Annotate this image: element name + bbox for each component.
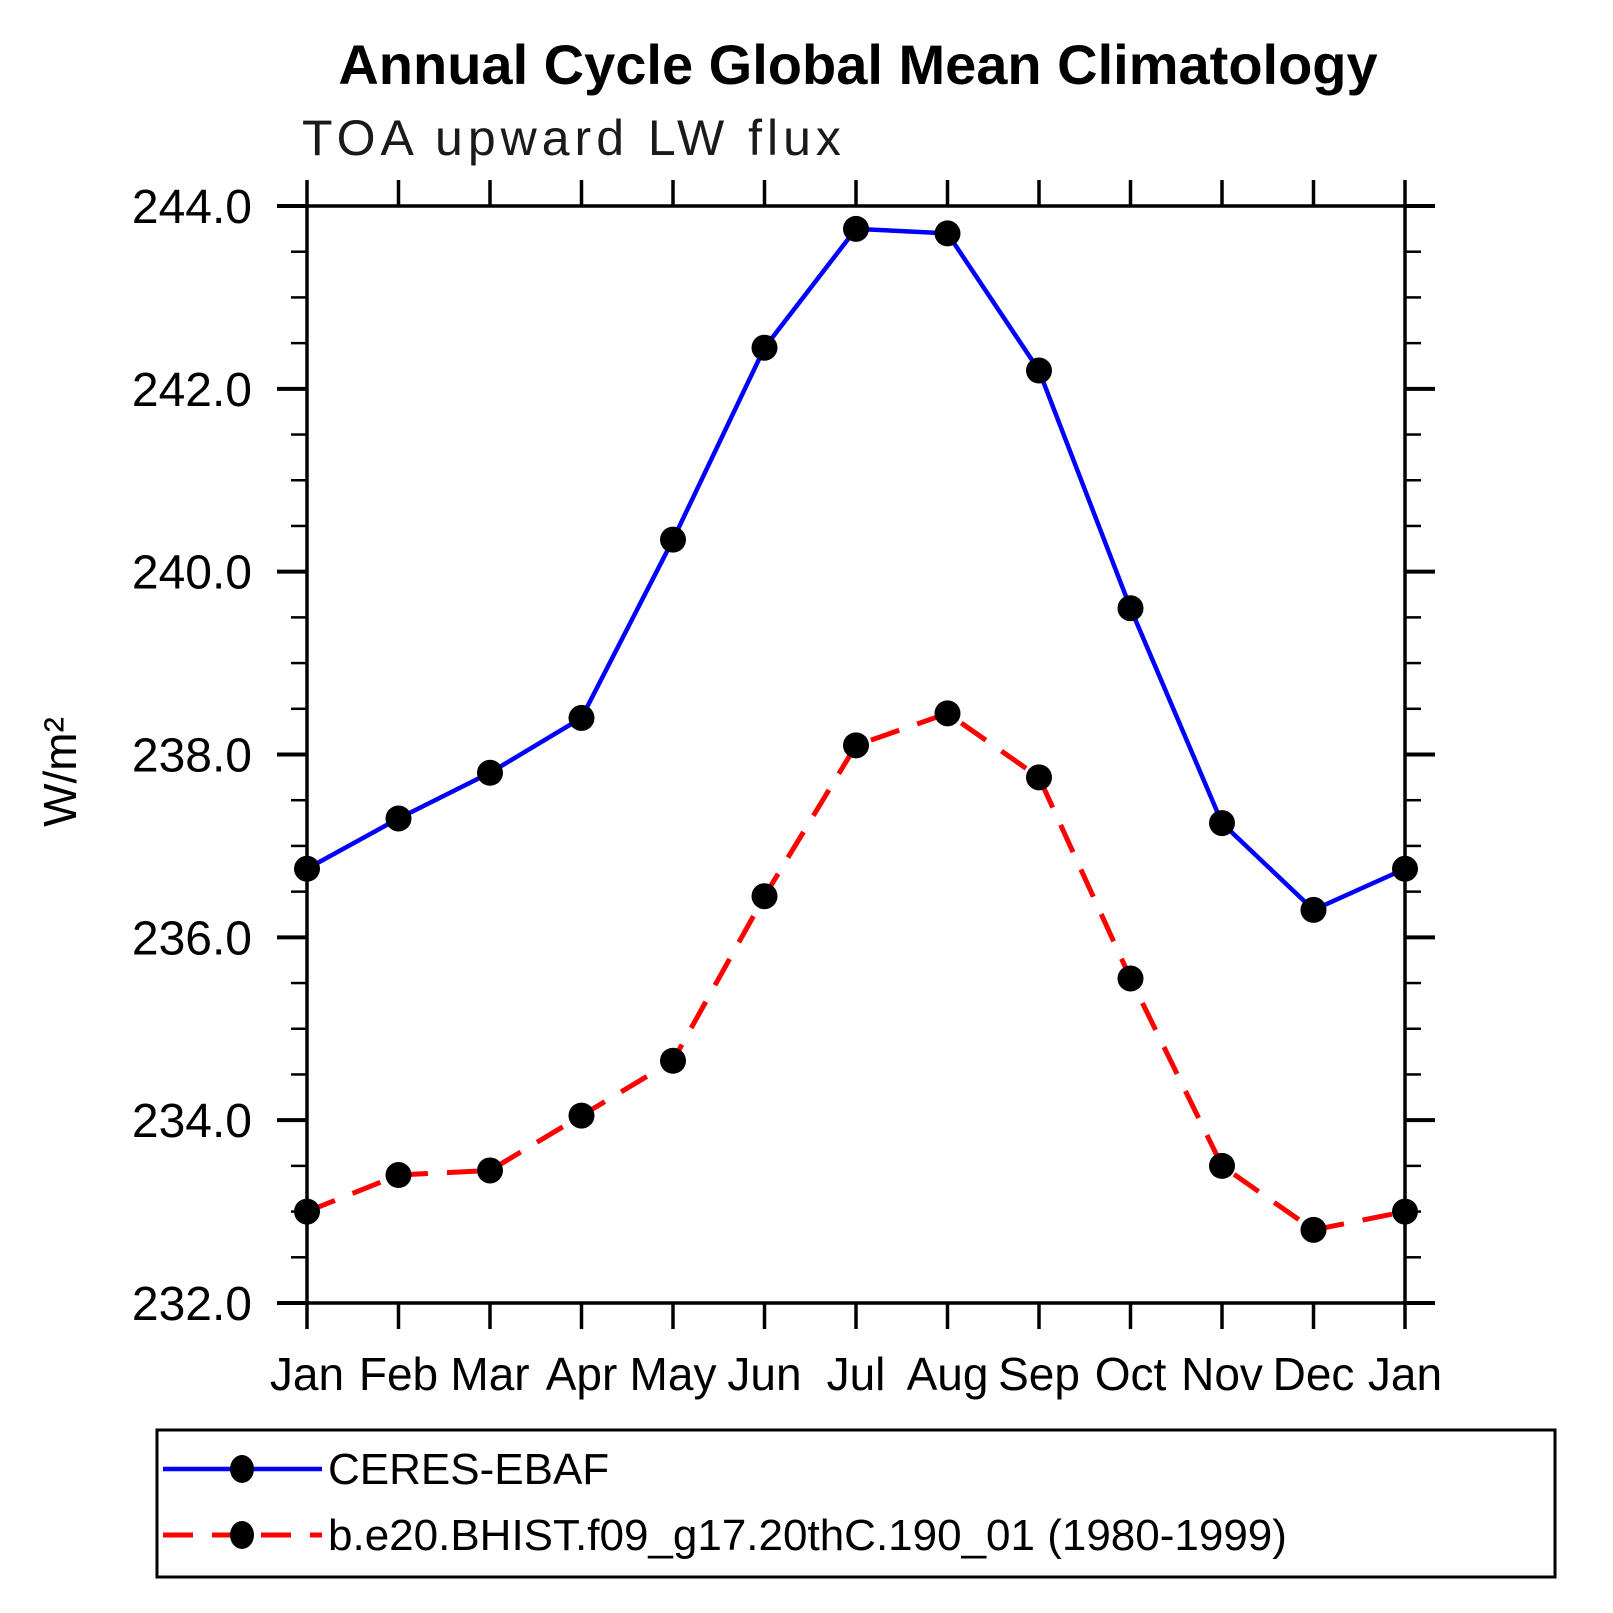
data-point-marker	[1300, 896, 1327, 923]
y-tick-label: 234.0	[132, 1095, 252, 1148]
x-tick-label: Jul	[827, 1348, 886, 1400]
data-point-marker	[1209, 1152, 1235, 1179]
data-point-marker	[1026, 357, 1052, 384]
x-tick-label: Feb	[359, 1348, 438, 1400]
y-tick-label: 242.0	[132, 364, 252, 417]
data-point-marker	[1026, 764, 1052, 791]
data-point-marker	[385, 805, 412, 832]
x-tick-label: Aug	[907, 1348, 989, 1400]
data-point-marker	[660, 526, 686, 553]
data-point-marker	[751, 883, 778, 910]
legend-label-ceres: CERES-EBAF	[328, 1445, 609, 1494]
y-tick-label: 240.0	[132, 547, 252, 600]
data-point-marker	[477, 759, 503, 786]
x-tick-label: Jan	[1368, 1348, 1442, 1400]
chart-subtitle: TOA upward LW flux	[302, 110, 846, 166]
x-tick-label: Oct	[1095, 1348, 1167, 1400]
data-point-marker	[385, 1162, 412, 1189]
data-point-marker	[1300, 1216, 1327, 1243]
series-line-ceres-ebaf	[305, 226, 1406, 913]
legend-label-model: b.e20.BHIST.f09_g17.20thC.190_01 (1980-1…	[328, 1511, 1287, 1560]
data-point-marker	[934, 220, 961, 247]
data-point-marker	[294, 855, 320, 882]
x-tick-label: May	[630, 1348, 717, 1400]
data-point-marker	[660, 1047, 686, 1074]
data-point-marker	[934, 700, 961, 727]
x-tick-label: Jun	[727, 1348, 801, 1400]
legend-box	[155, 1428, 1557, 1579]
data-point-marker	[1392, 855, 1418, 882]
legend-marker-model	[230, 1521, 254, 1549]
data-point-marker	[568, 1102, 595, 1129]
data-point-marker	[1392, 1198, 1418, 1225]
x-tick-label: Jan	[270, 1348, 344, 1400]
plot-frame	[305, 204, 1407, 1305]
data-point-marker	[843, 732, 869, 759]
data-point-marker	[568, 704, 595, 731]
data-point-marker	[751, 334, 778, 361]
data-point-marker	[294, 1198, 320, 1225]
data-point-marker	[1209, 810, 1235, 837]
y-tick-label: 244.0	[132, 181, 252, 234]
y-tick-label: 236.0	[132, 912, 252, 965]
legend-marker-ceres	[230, 1455, 254, 1483]
data-point-marker	[1117, 965, 1144, 992]
y-tick-label: 238.0	[132, 730, 252, 783]
data-point-marker	[1117, 595, 1144, 622]
x-tick-label: Sep	[998, 1348, 1080, 1400]
legend: CERES-EBAF b.e20.BHIST.f09_g17.20thC.190…	[155, 1428, 1557, 1579]
plot-area: 232.0 234.0 236.0 238.0 240.0 242.0 244.0 Jan Fe…	[132, 180, 1442, 1400]
x-tick-label: Nov	[1181, 1348, 1263, 1400]
series-line-model	[306, 710, 1406, 1233]
x-tick-label: Dec	[1273, 1348, 1355, 1400]
x-tick-label: Apr	[546, 1348, 618, 1400]
chart-title: Annual Cycle Global Mean Climatology	[338, 33, 1377, 96]
y-tick-label: 232.0	[132, 1278, 252, 1331]
data-point-marker	[477, 1157, 503, 1184]
x-tick-label: Mar	[450, 1348, 529, 1400]
data-point-marker	[843, 215, 869, 242]
y-axis-label: W/m²	[34, 717, 86, 827]
